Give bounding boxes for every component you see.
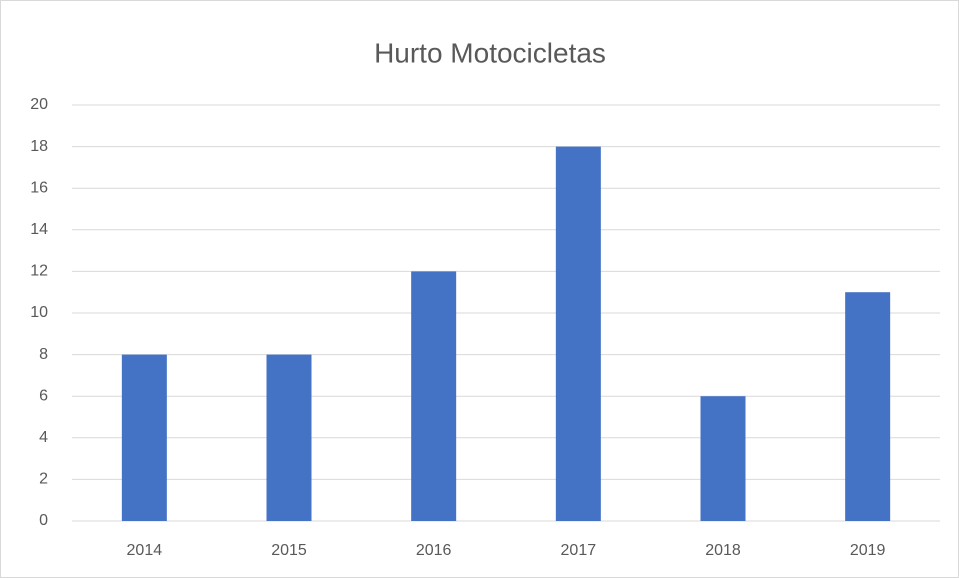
bar (266, 354, 312, 521)
x-tick-label: 2018 (705, 542, 741, 559)
bar (845, 292, 891, 521)
bar (411, 271, 457, 521)
bar (555, 146, 601, 521)
y-tick-label: 14 (30, 221, 48, 238)
y-tick-label: 10 (30, 304, 48, 321)
y-tick-label: 4 (39, 429, 48, 446)
bar (700, 396, 746, 521)
x-tick-label: 2014 (127, 542, 163, 559)
x-tick-label: 2015 (271, 542, 307, 559)
x-tick-label: 2019 (850, 542, 886, 559)
y-tick-label: 2 (39, 471, 48, 488)
x-tick-label: 2017 (561, 542, 597, 559)
y-tick-label: 12 (30, 263, 48, 280)
y-tick-label: 0 (39, 512, 48, 529)
y-tick-label: 20 (30, 96, 48, 113)
y-tick-label: 8 (39, 346, 48, 363)
x-tick-label: 2016 (416, 542, 452, 559)
y-tick-label: 6 (39, 387, 48, 404)
bar (121, 354, 167, 521)
chart-title: Hurto Motocicletas (374, 37, 606, 68)
y-tick-label: 18 (30, 138, 48, 155)
y-tick-label: 16 (30, 179, 48, 196)
